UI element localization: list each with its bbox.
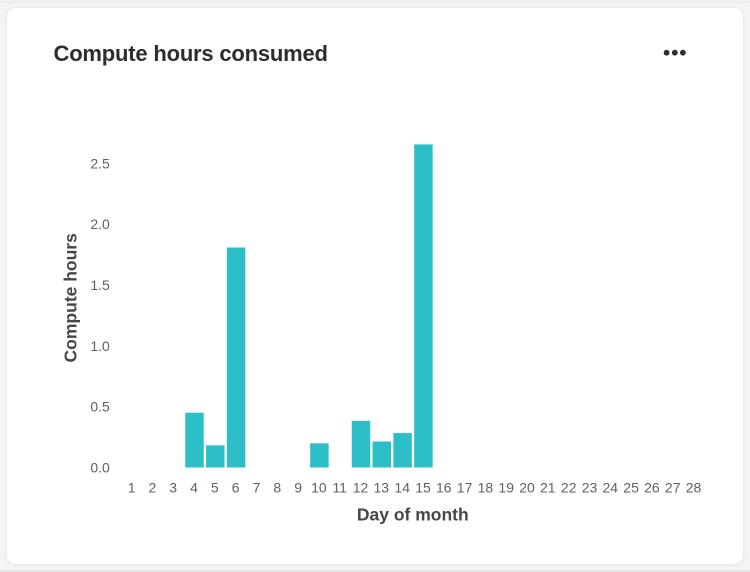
svg-text:26: 26 (644, 479, 660, 495)
svg-text:5: 5 (211, 479, 219, 495)
svg-text:12: 12 (353, 479, 369, 495)
svg-text:21: 21 (540, 479, 556, 495)
svg-text:2: 2 (149, 479, 157, 495)
svg-text:25: 25 (623, 479, 639, 495)
svg-text:10: 10 (311, 479, 327, 495)
svg-text:3: 3 (169, 479, 177, 495)
svg-text:15: 15 (415, 479, 431, 495)
svg-text:19: 19 (498, 479, 514, 495)
svg-text:Compute hours consumed: Compute hours consumed (54, 41, 328, 66)
svg-text:20: 20 (519, 479, 535, 495)
svg-text:1: 1 (128, 479, 136, 495)
svg-text:28: 28 (686, 479, 702, 495)
svg-text:8: 8 (273, 479, 281, 495)
svg-text:17: 17 (457, 479, 473, 495)
svg-text:7: 7 (253, 479, 261, 495)
svg-text:6: 6 (232, 479, 240, 495)
svg-text:1.0: 1.0 (90, 338, 110, 354)
svg-text:2.5: 2.5 (90, 155, 110, 171)
svg-text:18: 18 (478, 479, 494, 495)
svg-text:13: 13 (374, 479, 390, 495)
svg-text:27: 27 (665, 479, 681, 495)
svg-text:1.5: 1.5 (90, 277, 110, 293)
svg-text:0.0: 0.0 (90, 460, 110, 476)
svg-text:23: 23 (582, 479, 598, 495)
svg-text:Compute hours: Compute hours (61, 233, 81, 363)
svg-text:14: 14 (394, 479, 410, 495)
svg-text:2.0: 2.0 (90, 216, 110, 232)
svg-text:24: 24 (603, 479, 619, 495)
svg-text:4: 4 (190, 479, 198, 495)
svg-text:9: 9 (294, 479, 302, 495)
svg-text:16: 16 (436, 479, 452, 495)
svg-text:Day of month: Day of month (357, 504, 469, 524)
svg-text:22: 22 (561, 479, 577, 495)
svg-text:11: 11 (332, 479, 347, 495)
svg-text:0.5: 0.5 (90, 399, 110, 415)
